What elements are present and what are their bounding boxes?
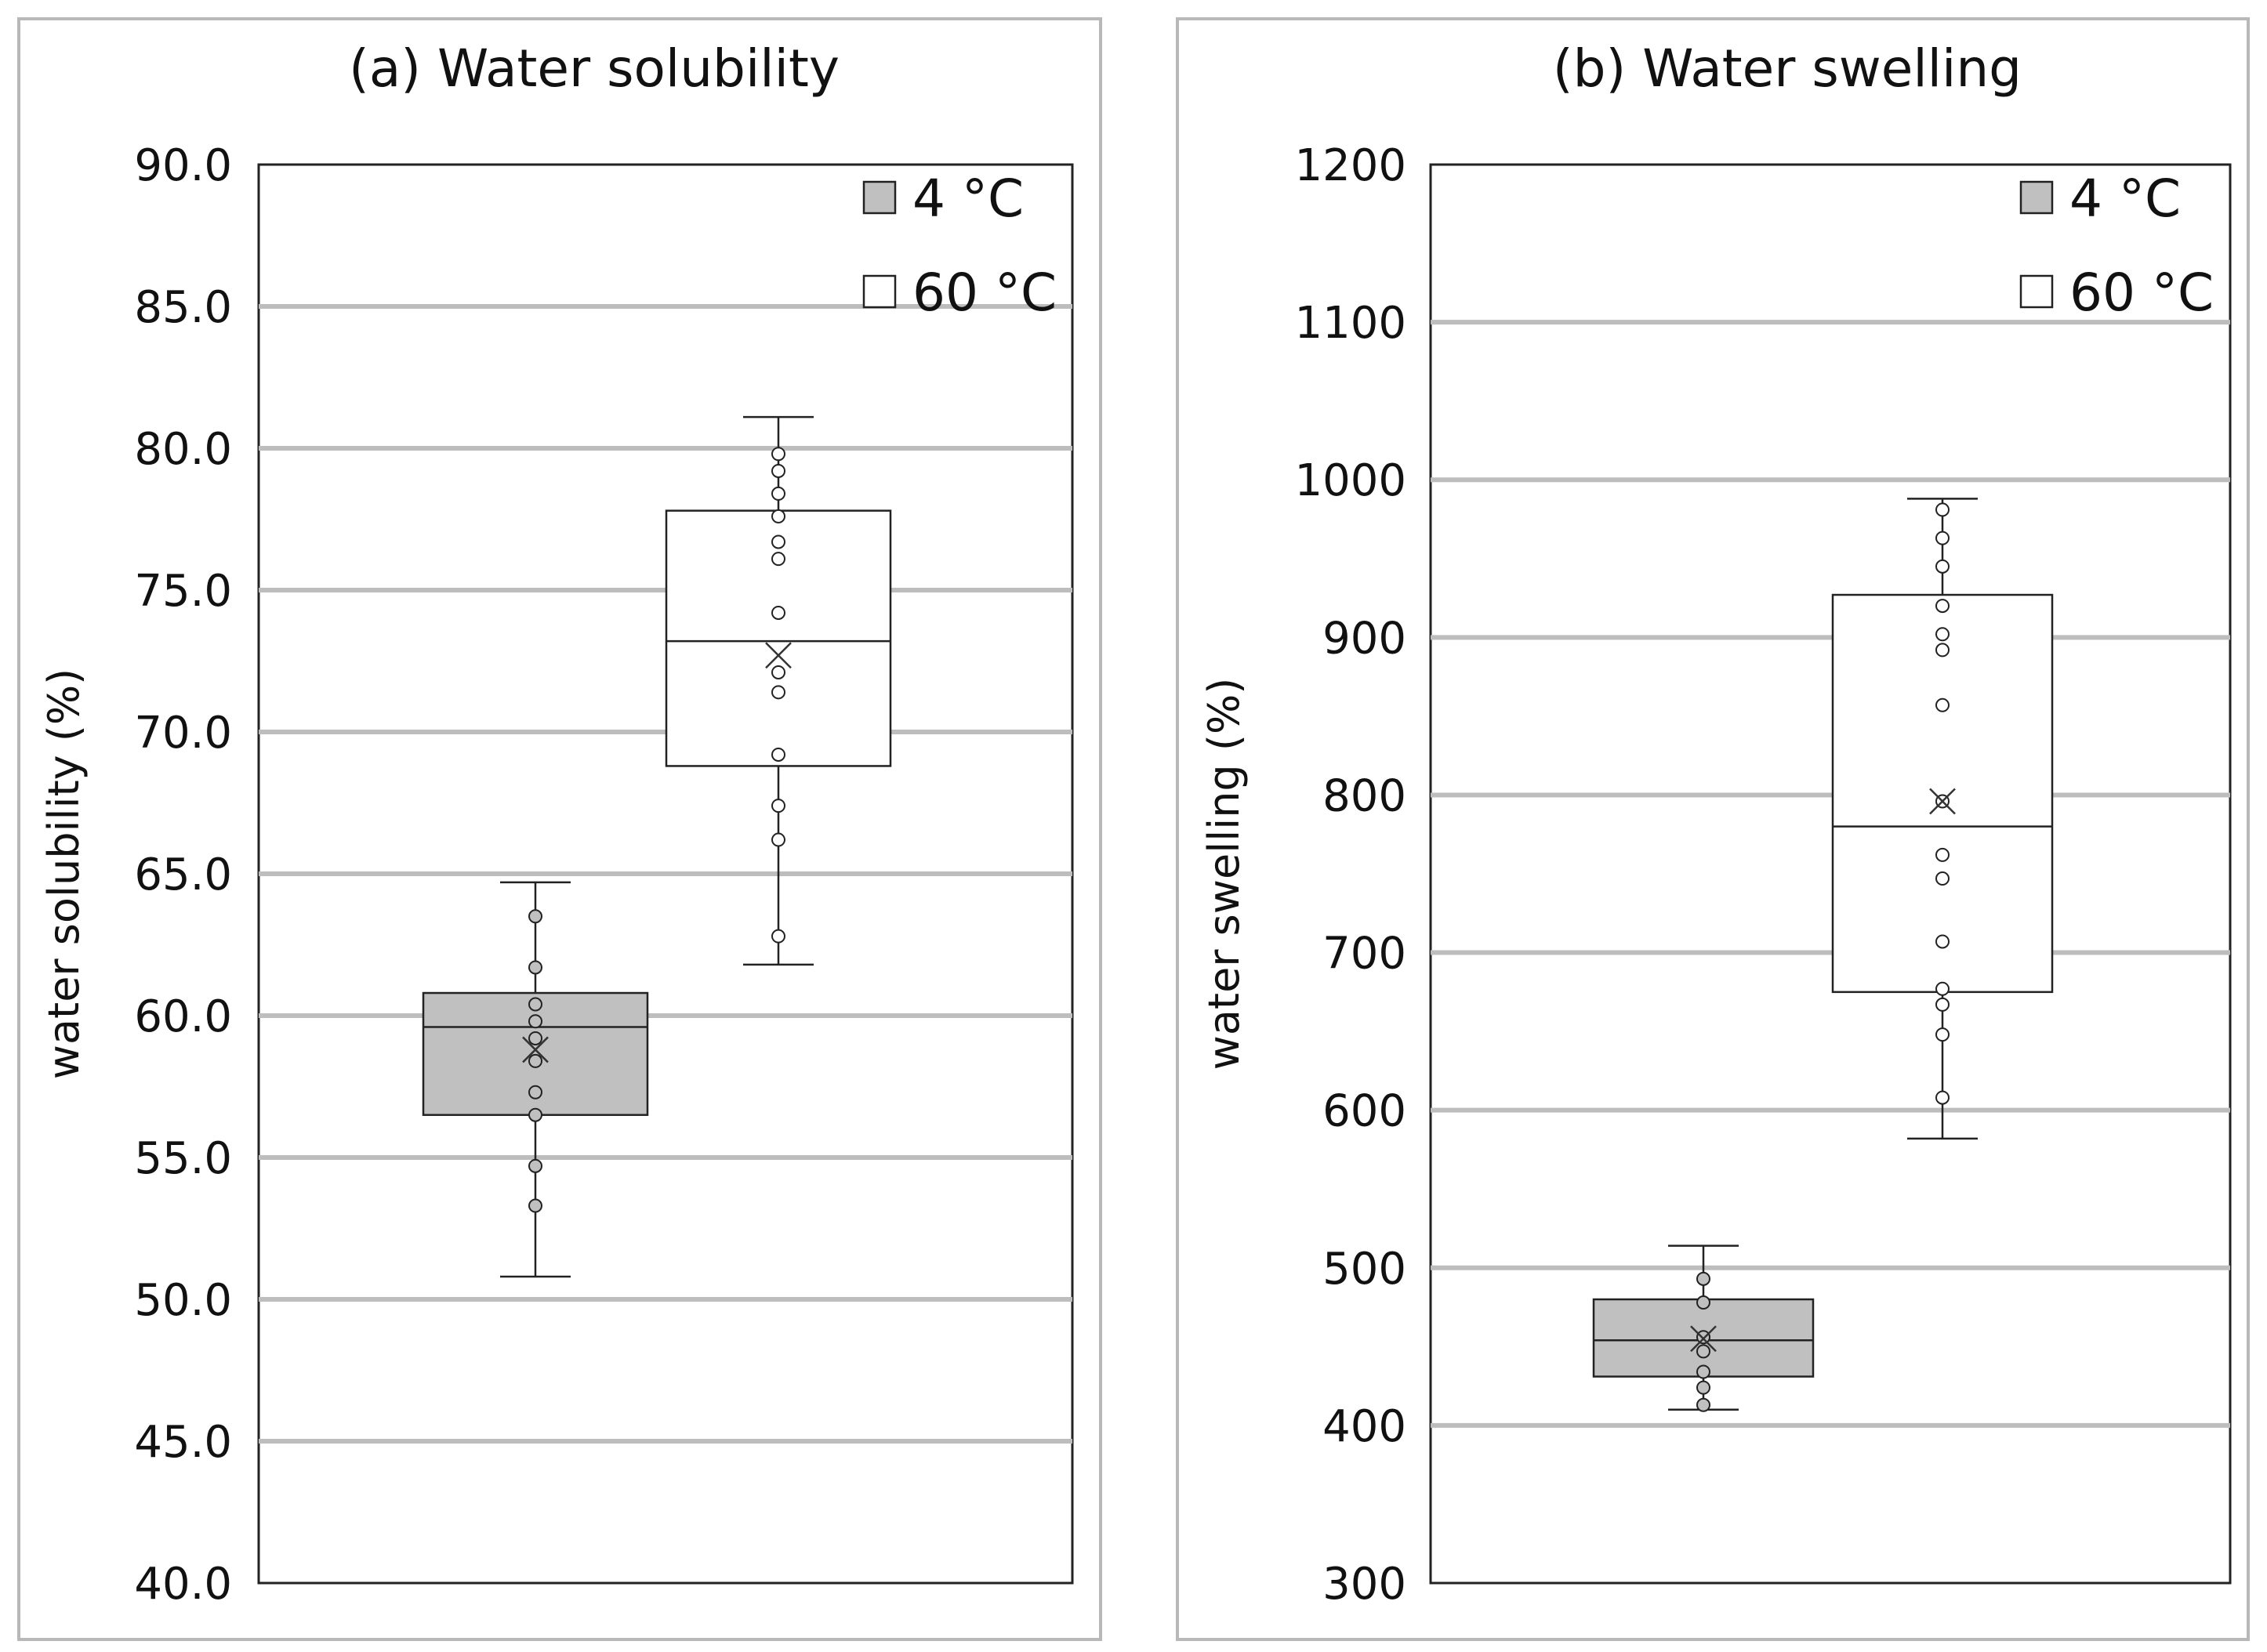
box-series-4c [1592, 1244, 1815, 1412]
y-tick-label: 1000 [1294, 455, 1406, 506]
chart-title: (b) Water swelling [1553, 38, 2022, 99]
y-tick-label: 45.0 [134, 1417, 232, 1468]
data-point [528, 960, 542, 975]
data-point [771, 486, 785, 501]
data-point [771, 534, 785, 549]
data-point [528, 997, 542, 1012]
data-point [1935, 643, 1950, 658]
data-point [1935, 531, 1950, 545]
data-point [1935, 981, 1950, 996]
y-tick-label: 55.0 [134, 1133, 232, 1184]
data-point [528, 1107, 542, 1122]
data-point [771, 463, 785, 478]
data-point [528, 1085, 542, 1100]
data-point [1935, 1090, 1950, 1105]
chart-title: (a) Water solubility [349, 38, 840, 99]
y-tick-label: 90.0 [134, 140, 232, 191]
data-point [771, 685, 785, 700]
mean-marker [1929, 788, 1956, 815]
y-tick-label: 700 [1322, 929, 1406, 980]
legend-label: 60 °C [2069, 263, 2214, 323]
mean-marker [522, 1036, 549, 1063]
data-point [528, 1198, 542, 1213]
legend-label: 60 °C [912, 263, 1057, 323]
data-point [1935, 997, 1950, 1012]
legend-label: 4 °C [2069, 168, 2181, 229]
data-point [1696, 1397, 1710, 1412]
data-point [1696, 1295, 1710, 1310]
data-point [1935, 934, 1950, 949]
legend-swatch [862, 180, 897, 215]
data-point [528, 1031, 542, 1045]
y-tick-label: 85.0 [134, 282, 232, 333]
y-axis-label: water solubility (%) [39, 668, 89, 1079]
mean-marker [765, 642, 792, 669]
data-point [528, 1158, 542, 1173]
y-tick-label: 50.0 [134, 1275, 232, 1326]
y-tick-label: 800 [1322, 770, 1406, 821]
data-point [771, 799, 785, 813]
y-tick-label: 400 [1322, 1401, 1406, 1452]
data-point [771, 665, 785, 679]
data-point [1935, 871, 1950, 886]
legend-label: 4 °C [912, 168, 1024, 229]
data-point [528, 1053, 542, 1068]
box-series-4c [422, 881, 649, 1278]
y-tick-label: 300 [1322, 1559, 1406, 1610]
y-tick-label: 40.0 [134, 1559, 232, 1610]
y-tick-label: 75.0 [134, 566, 232, 617]
mean-marker-stroke [765, 642, 792, 669]
legend: 4 °C 60 °C [862, 168, 1057, 323]
y-tick-label: 65.0 [134, 850, 232, 900]
iqr-box [1831, 593, 2054, 994]
y-tick-label: 500 [1322, 1244, 1406, 1295]
data-point [528, 909, 542, 924]
data-point [771, 832, 785, 847]
data-point [1935, 1027, 1950, 1042]
data-point [771, 747, 785, 762]
data-point [771, 605, 785, 620]
y-tick-label: 80.0 [134, 424, 232, 475]
chart-water-solubility: (a) Water solubility 40.0 45.0 50.0 55.0 60.0… [39, 38, 1074, 1610]
iqr-box [665, 509, 892, 767]
legend-swatch [2019, 180, 2054, 215]
y-tick-label: 1200 [1294, 140, 1406, 191]
data-point [1935, 599, 1950, 614]
data-point [771, 552, 785, 567]
data-point [771, 929, 785, 944]
mean-marker-stroke [522, 1036, 549, 1063]
box-series-60c [1831, 498, 2054, 1140]
mean-marker-stroke [1690, 1325, 1717, 1353]
y-axis-label: water swelling (%) [1199, 678, 1249, 1071]
data-point [771, 509, 785, 523]
legend-swatch [862, 274, 897, 309]
y-tick-label: 900 [1322, 613, 1406, 664]
data-point [1696, 1330, 1710, 1345]
legend: 4 °C 60 °C [2019, 168, 2214, 323]
panel-water-solubility [17, 17, 1102, 1641]
box-series-60c [665, 415, 892, 966]
y-tick-label: 60.0 [134, 991, 232, 1042]
data-point [1935, 697, 1950, 712]
plot-area [1429, 163, 2232, 1585]
data-point [1935, 559, 1950, 574]
data-point [1935, 502, 1950, 517]
y-tick-label: 70.0 [134, 708, 232, 759]
data-point [1696, 1344, 1710, 1359]
y-tick-label: 1100 [1294, 298, 1406, 349]
legend-swatch [2019, 274, 2054, 309]
data-point [1696, 1364, 1710, 1379]
data-point [1696, 1271, 1710, 1286]
mean-marker [1690, 1325, 1717, 1353]
data-point [1696, 1380, 1710, 1395]
data-point [528, 1014, 542, 1029]
data-point [771, 447, 785, 462]
y-tick-label: 600 [1322, 1086, 1406, 1137]
data-point [1935, 627, 1950, 642]
data-point [1935, 847, 1950, 862]
mean-marker-stroke [1929, 788, 1956, 815]
chart-water-swelling: (b) Water swelling 300 400 500 600 700 800 900 1… [1199, 38, 2232, 1610]
